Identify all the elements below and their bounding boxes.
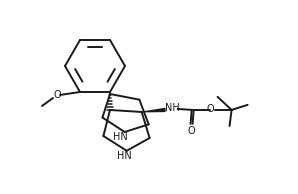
Text: O: O (53, 90, 61, 100)
Text: NH: NH (165, 103, 180, 113)
Text: HN: HN (117, 151, 132, 161)
Text: HN: HN (113, 132, 128, 142)
Text: O: O (207, 104, 214, 114)
Polygon shape (142, 108, 166, 113)
Text: O: O (188, 126, 195, 136)
